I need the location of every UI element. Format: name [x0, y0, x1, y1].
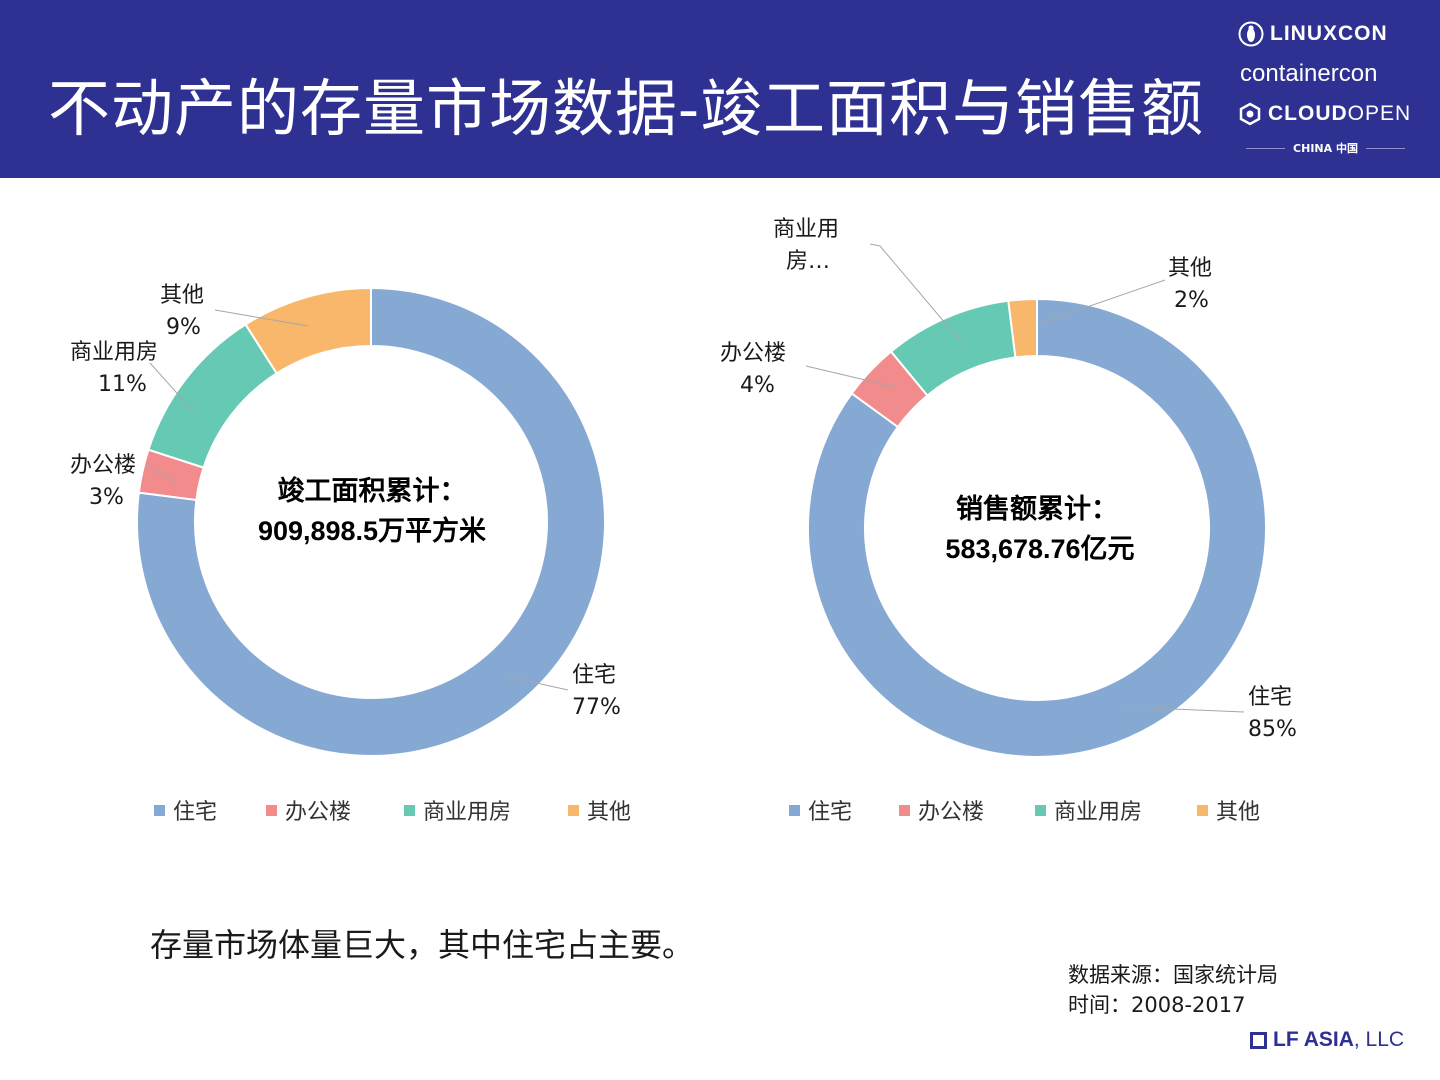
tagline-right-rule [1365, 147, 1406, 149]
legend-swatch-residential [154, 805, 165, 816]
label-office-value: 3% [89, 485, 124, 510]
leader-line-commercial [869, 243, 963, 344]
completion-area-leader-lines [147, 309, 569, 691]
label-other-name: 其他 [160, 283, 204, 308]
label-office-value: 4% [740, 373, 775, 398]
lf-asia-logo: LF ASIA, LLC [1250, 1028, 1404, 1052]
label-office-name: 办公楼 [720, 341, 786, 366]
slice-residential [136, 286, 606, 757]
page-title: 不动产的存量市场数据-竣工面积与销售额 [48, 72, 1204, 145]
label-commercial-name-line2: 房… [786, 249, 830, 274]
cloudopen-logo: CLOUDOPEN [1238, 94, 1413, 134]
legend-swatch-office [266, 805, 277, 816]
leader-line-office [805, 365, 896, 388]
label-residential-name: 住宅 [1248, 685, 1292, 710]
label-office-name: 办公楼 [70, 453, 136, 478]
label-residential-value: 77% [572, 695, 621, 720]
linuxcon-logo: LINUXCON [1238, 14, 1413, 54]
label-other-value: 2% [1174, 288, 1209, 313]
legend-label-other: 其他 [587, 800, 631, 825]
slice-other [244, 286, 372, 375]
lf-asia-llc-text: , LLC [1353, 1028, 1405, 1051]
legend-swatch-other [568, 805, 579, 816]
legend-label-other: 其他 [1216, 800, 1260, 825]
cloud-hexagon-icon [1239, 102, 1261, 126]
slice-residential [807, 297, 1267, 758]
lf-square-icon [1250, 1031, 1267, 1049]
china-tagline: CHINA 中国 [1238, 140, 1413, 156]
completion-area-slices [136, 286, 606, 757]
center-total: 909,898.5万平方米 [258, 515, 486, 546]
leader-line-commercial [149, 362, 194, 412]
linuxcon-text: LINUXCON [1270, 22, 1388, 45]
containercon-text: containercon [1240, 60, 1378, 87]
slice-commercial [147, 323, 279, 469]
header-banner: 不动产的存量市场数据-竣工面积与销售额 LINUXCON containerco… [0, 0, 1440, 178]
legend-label-residential: 住宅 [173, 800, 217, 825]
tagline-left-rule [1246, 147, 1286, 149]
label-other-name: 其他 [1168, 256, 1212, 281]
sales-amount-chart: 商业用 房… 其他 2% 办公楼 4% 住宅 85% 销售额累计： 583,67… [720, 178, 1440, 858]
legend-swatch-residential [789, 805, 800, 816]
completion-area-chart: 其他 9% 商业用房 11% 办公楼 3% 住宅 77% 竣工面积累计： 909… [0, 178, 720, 858]
slice-other [1007, 297, 1038, 359]
legend-label-residential: 住宅 [808, 800, 852, 825]
summary-text: 存量市场体量巨大，其中住宅占主要。 [150, 926, 695, 964]
sales-amount-slices [807, 297, 1267, 758]
lf-asia-bold-text: LF ASIA [1273, 1028, 1354, 1051]
sales-amount-legend: 住宅 办公楼 商业用房 其他 [789, 800, 1260, 825]
label-other-value: 9% [166, 315, 201, 340]
legend-label-office: 办公楼 [918, 800, 984, 825]
label-residential-value: 85% [1248, 717, 1297, 742]
leader-line-other [1037, 279, 1166, 325]
legend-swatch-office [899, 805, 910, 816]
legend-swatch-other [1197, 805, 1208, 816]
cloud-light-text: OPEN [1347, 102, 1412, 125]
label-commercial-name-line1: 商业用 [773, 217, 839, 242]
legend-swatch-commercial [1035, 805, 1046, 816]
center-total: 583,678.76亿元 [945, 534, 1134, 564]
completion-area-donut-svg: 其他 9% 商业用房 11% 办公楼 3% 住宅 77% 竣工面积累计： 909… [70, 283, 631, 825]
leader-line-other [214, 309, 309, 327]
label-commercial-value: 11% [98, 372, 147, 397]
containercon-logo: containercon [1238, 54, 1413, 94]
legend-label-commercial: 商业用房 [1054, 800, 1142, 825]
legend-swatch-commercial [404, 805, 415, 816]
leader-line-residential [504, 675, 569, 691]
source-line: 数据来源：国家统计局 [1068, 963, 1278, 987]
data-source: 数据来源：国家统计局 时间：2008-2017 [1068, 960, 1278, 1020]
sales-amount-leader-lines [805, 243, 1245, 713]
leader-line-residential [1124, 706, 1245, 713]
center-title: 竣工面积累计： [278, 475, 467, 506]
leader-line-office [147, 465, 176, 482]
center-title: 销售额累计： [956, 493, 1118, 524]
china-text: CHINA 中国 [1293, 142, 1358, 155]
label-commercial-name: 商业用房 [70, 340, 158, 365]
completion-area-legend: 住宅 办公楼 商业用房 其他 [154, 800, 631, 825]
label-residential-name: 住宅 [572, 663, 616, 688]
sales-amount-donut-svg: 商业用 房… 其他 2% 办公楼 4% 住宅 85% 销售额累计： 583,67… [720, 217, 1297, 825]
penguin-icon [1238, 21, 1264, 47]
cloudopen-text: CLOUDOPEN [1268, 102, 1411, 126]
time-range-line: 时间：2008-2017 [1068, 993, 1246, 1017]
legend-label-office: 办公楼 [285, 800, 351, 825]
legend-label-commercial: 商业用房 [423, 800, 511, 825]
conference-brand: LINUXCON containercon CLOUDOPEN CHINA 中国 [1238, 14, 1413, 156]
cloud-bold-text: CLOUD [1268, 102, 1348, 125]
